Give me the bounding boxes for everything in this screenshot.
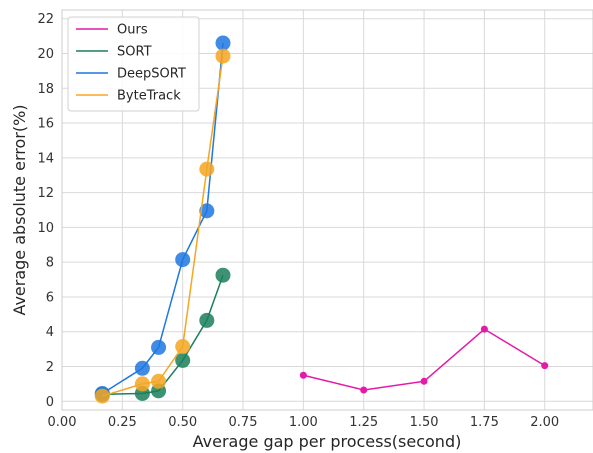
series-line-deepsort <box>101 42 224 395</box>
data-point-deepsort <box>215 35 231 51</box>
y-tick-label: 4 <box>46 325 54 340</box>
data-point-bytetrack <box>151 373 167 389</box>
legend-label: ByteTrack <box>117 89 181 104</box>
x-tick-label: 1.25 <box>349 415 378 430</box>
data-point-ours <box>360 386 368 394</box>
y-tick-label: 16 <box>37 117 54 132</box>
y-tick-label: 18 <box>37 82 54 97</box>
x-tick-label: 0.50 <box>168 415 197 430</box>
legend-box <box>67 16 200 112</box>
data-point-deepsort <box>199 203 215 219</box>
y-tick-label: 10 <box>37 221 54 236</box>
series-group <box>94 35 549 404</box>
y-tick-label: 8 <box>46 256 54 271</box>
data-point-sort <box>199 312 215 328</box>
data-point-deepsort <box>151 339 167 355</box>
data-point-deepsort <box>175 252 191 268</box>
data-point-ours <box>299 371 307 379</box>
series-bytetrack <box>94 48 231 404</box>
tick-labels: 0.00 0.25 0.50 0.75 1.00 1.25 1.50 1.75 2.00 0 2 4 6… <box>37 12 559 430</box>
x-tick-label: 1.50 <box>410 415 439 430</box>
y-tick-label: 0 <box>46 395 54 410</box>
legend-label: Ours <box>117 23 148 38</box>
legend-label: DeepSORT <box>117 67 186 82</box>
data-point-ours <box>420 377 428 385</box>
data-point-bytetrack <box>199 161 215 177</box>
data-point-sort <box>215 267 231 283</box>
data-point-bytetrack <box>134 376 150 392</box>
y-tick-label: 20 <box>37 47 54 62</box>
y-tick-label: 6 <box>46 290 54 305</box>
plot-frame <box>61 9 593 411</box>
legend: Ours SORT DeepSORT ByteTrack <box>67 16 200 112</box>
x-tick-label: 1.75 <box>470 415 499 430</box>
x-tick-label: 0.75 <box>229 415 258 430</box>
x-tick-label: 0.00 <box>48 415 77 430</box>
data-point-sort <box>175 352 191 368</box>
x-tick-label: 0.25 <box>108 415 137 430</box>
y-tick-label: 22 <box>37 12 54 27</box>
y-axis-title: Average absolute error(%) <box>10 104 29 315</box>
x-axis-title: Average gap per process(second) <box>193 432 462 451</box>
y-tick-label: 14 <box>37 151 54 166</box>
data-point-bytetrack <box>94 388 110 404</box>
y-tick-label: 2 <box>46 360 54 375</box>
y-tick-label: 12 <box>37 186 54 201</box>
data-point-bytetrack <box>215 48 231 64</box>
legend-label: SORT <box>117 45 152 60</box>
data-point-deepsort <box>134 360 150 376</box>
grid <box>61 10 593 410</box>
series-ours <box>299 325 549 394</box>
x-tick-label: 2.00 <box>530 415 559 430</box>
data-point-ours <box>480 325 488 333</box>
x-tick-label: 1.00 <box>289 415 318 430</box>
data-point-ours <box>541 362 549 370</box>
data-point-bytetrack <box>175 339 191 355</box>
